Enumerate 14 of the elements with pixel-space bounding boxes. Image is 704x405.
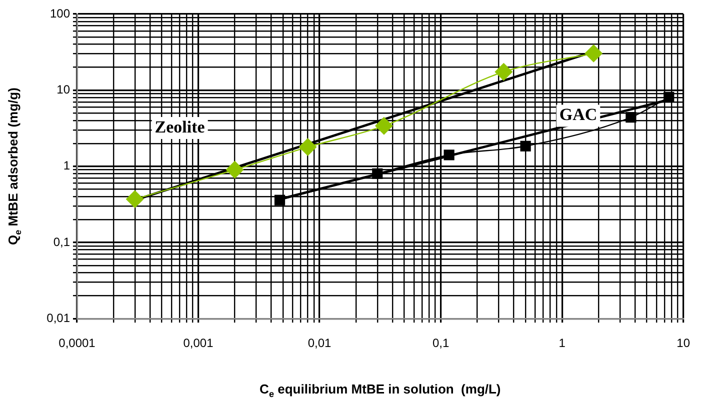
x-tick-label: 1 xyxy=(558,336,566,350)
text: Zeolite xyxy=(154,117,206,136)
y-tick-label: 0,1 xyxy=(53,234,70,249)
y-axis-title: Qe MtBE adsorbed (mg/g) xyxy=(6,88,24,246)
x-tick-label: 10 xyxy=(676,336,690,350)
y-tick-label: 1 xyxy=(63,158,70,173)
x-tick-label: 0,001 xyxy=(183,336,214,350)
y-tick-label: 100 xyxy=(50,6,70,20)
x-tick-label: 0,0001 xyxy=(58,336,96,350)
x-tick-label: 0,1 xyxy=(432,336,450,350)
y-tick-label: 10 xyxy=(56,82,70,96)
y-tick-label: 0,01 xyxy=(46,310,70,325)
series-label: GAC xyxy=(559,105,598,124)
x-tick-label: 0,01 xyxy=(308,336,332,350)
